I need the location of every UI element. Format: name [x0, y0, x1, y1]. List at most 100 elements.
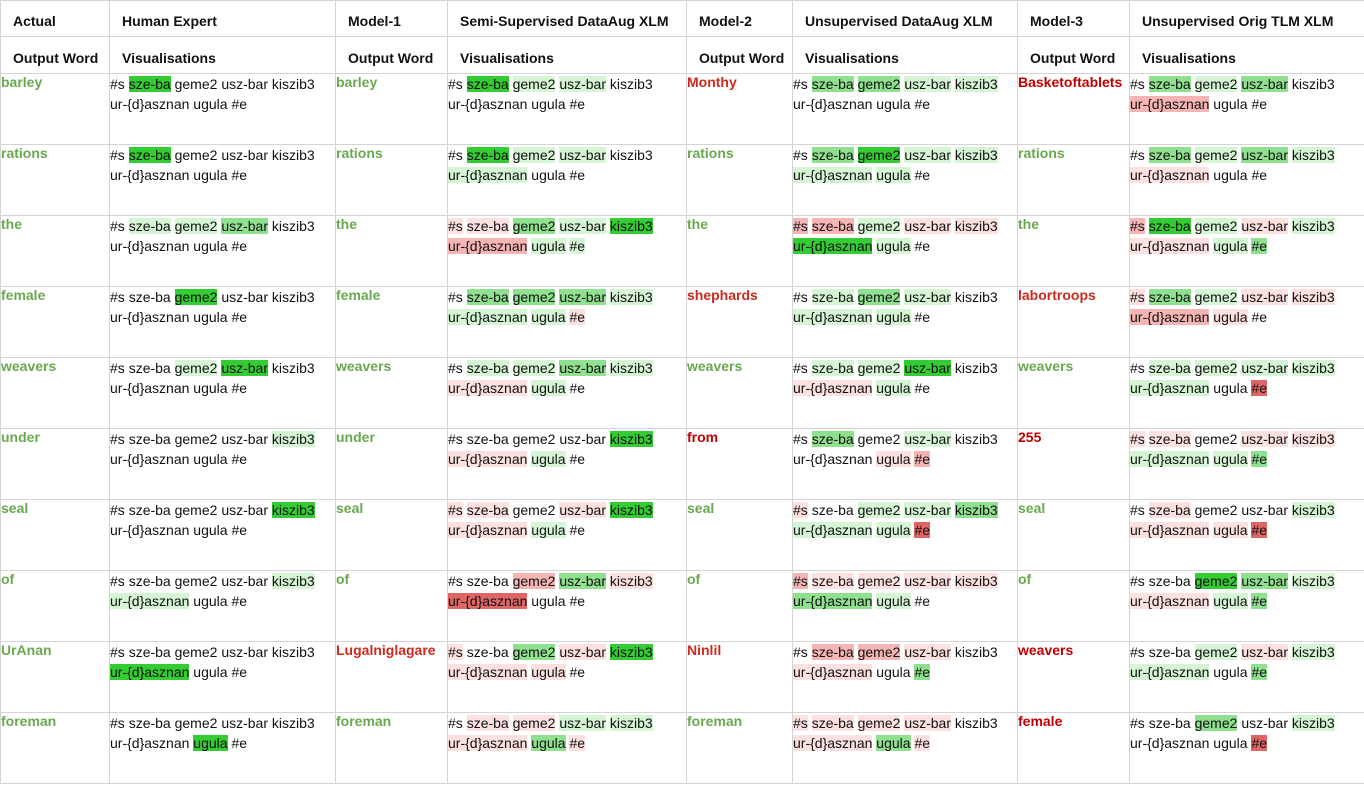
- token-sequence: #s sze-ba geme2 usz-bar kiszib3 ur-{d}asz…: [110, 216, 335, 256]
- token-4: usz-bar: [559, 147, 606, 163]
- token-1: #s: [448, 289, 463, 305]
- token-3: geme2: [174, 147, 218, 163]
- token-2: sze-ba: [811, 502, 854, 518]
- token-3: geme2: [857, 289, 901, 305]
- token-sequence: #s sze-ba geme2 usz-bar kiszib3 ur-{d}asz…: [110, 642, 335, 682]
- model-2-output-word: the: [686, 215, 793, 287]
- token-5: kiszib3: [1291, 218, 1335, 234]
- token-1: #s: [448, 360, 463, 376]
- token-6: ur-{d}asznan: [448, 380, 528, 396]
- token-7: ugula: [531, 167, 566, 183]
- token-3: geme2: [512, 573, 556, 589]
- table-row: weavers #s sze-ba geme2 usz-bar kiszib3 ur…: [0, 357, 1364, 429]
- token-6: ur-{d}asznan: [1130, 451, 1210, 467]
- token-3: geme2: [512, 218, 556, 234]
- token-2: sze-ba: [466, 502, 509, 518]
- token-6: ur-{d}asznan: [448, 593, 528, 609]
- token-7: ugula: [876, 380, 911, 396]
- token-2: sze-ba: [811, 218, 854, 234]
- token-sequence: #s sze-ba geme2 usz-bar kiszib3 ur-{d}asz…: [793, 500, 1017, 540]
- token-sequence: #s sze-ba geme2 usz-bar kiszib3 ur-{d}asz…: [1130, 216, 1364, 256]
- token-4: usz-bar: [904, 289, 951, 305]
- token-4: usz-bar: [1241, 644, 1288, 660]
- actual-word: barley: [0, 73, 110, 145]
- model-1-output-word: weavers: [335, 357, 448, 429]
- token-1: #s: [793, 289, 808, 305]
- token-sequence: #s sze-ba geme2 usz-bar kiszib3 ur-{d}asz…: [793, 74, 1017, 114]
- token-8: #e: [1251, 522, 1268, 538]
- token-sequence: #s sze-ba geme2 usz-bar kiszib3 ur-{d}asz…: [110, 74, 335, 114]
- model-1-visualisation: #s sze-ba geme2 usz-bar kiszib3 ur-{d}asz…: [447, 144, 687, 216]
- token-8: #e: [1251, 451, 1268, 467]
- token-1: #s: [448, 502, 463, 518]
- token-2: sze-ba: [811, 289, 854, 305]
- token-1: #s: [448, 76, 463, 92]
- model-3-output-word: female: [1017, 712, 1130, 784]
- model-1-output-word: seal: [335, 499, 448, 571]
- token-5: kiszib3: [954, 502, 998, 518]
- token-6: ur-{d}asznan: [110, 167, 190, 183]
- token-8: #e: [569, 167, 586, 183]
- token-7: ugula: [1213, 664, 1248, 680]
- token-7: ugula: [193, 735, 228, 751]
- token-7: ugula: [531, 96, 566, 112]
- human-expert-visualisation: #s sze-ba geme2 usz-bar kiszib3 ur-{d}asz…: [109, 73, 336, 145]
- token-6: ur-{d}asznan: [110, 593, 190, 609]
- token-sequence: #s sze-ba geme2 usz-bar kiszib3 ur-{d}asz…: [448, 642, 686, 682]
- token-5: kiszib3: [271, 715, 315, 731]
- token-3: geme2: [512, 289, 556, 305]
- token-1: #s: [1130, 644, 1145, 660]
- token-6: ur-{d}asznan: [1130, 96, 1210, 112]
- token-3: geme2: [512, 76, 556, 92]
- subheader-output-word: Output Word: [1017, 36, 1130, 74]
- token-8: #e: [914, 735, 931, 751]
- token-6: ur-{d}asznan: [793, 96, 873, 112]
- token-8: #e: [1251, 664, 1268, 680]
- col-header-unsupervised-orig-tlm-xlm: Unsupervised Orig TLM XLM: [1129, 0, 1364, 37]
- model-3-visualisation: #s sze-ba geme2 usz-bar kiszib3 ur-{d}asz…: [1129, 641, 1364, 713]
- model-3-visualisation: #s sze-ba geme2 usz-bar kiszib3 ur-{d}asz…: [1129, 286, 1364, 358]
- token-2: sze-ba: [1148, 289, 1191, 305]
- token-4: usz-bar: [221, 715, 268, 731]
- table-row: under #s sze-ba geme2 usz-bar kiszib3 ur-{…: [0, 428, 1364, 500]
- token-4: usz-bar: [1241, 573, 1288, 589]
- model-2-output-word: from: [686, 428, 793, 500]
- token-8: #e: [1251, 593, 1268, 609]
- token-4: usz-bar: [1241, 715, 1288, 731]
- token-1: #s: [793, 218, 808, 234]
- token-2: sze-ba: [128, 218, 171, 234]
- token-5: kiszib3: [609, 147, 653, 163]
- token-2: sze-ba: [1148, 431, 1191, 447]
- token-8: #e: [1251, 309, 1268, 325]
- token-sequence: #s sze-ba geme2 usz-bar kiszib3 ur-{d}asz…: [448, 145, 686, 185]
- token-6: ur-{d}asznan: [793, 735, 873, 751]
- token-7: ugula: [531, 451, 566, 467]
- token-7: ugula: [876, 593, 911, 609]
- token-3: geme2: [857, 502, 901, 518]
- model-1-output-word: Lugalniglagare: [335, 641, 448, 713]
- token-sequence: #s sze-ba geme2 usz-bar kiszib3 ur-{d}asz…: [793, 216, 1017, 256]
- token-8: #e: [231, 451, 248, 467]
- token-8: #e: [569, 451, 586, 467]
- token-5: kiszib3: [1291, 715, 1335, 731]
- token-8: #e: [914, 664, 931, 680]
- model-1-visualisation: #s sze-ba geme2 usz-bar kiszib3 ur-{d}asz…: [447, 641, 687, 713]
- token-2: sze-ba: [811, 147, 854, 163]
- token-sequence: #s sze-ba geme2 usz-bar kiszib3 ur-{d}asz…: [793, 713, 1017, 753]
- token-8: #e: [231, 167, 248, 183]
- token-5: kiszib3: [954, 147, 998, 163]
- token-sequence: #s sze-ba geme2 usz-bar kiszib3 ur-{d}asz…: [793, 642, 1017, 682]
- token-6: ur-{d}asznan: [793, 167, 873, 183]
- token-1: #s: [1130, 289, 1145, 305]
- token-2: sze-ba: [128, 76, 171, 92]
- token-sequence: #s sze-ba geme2 usz-bar kiszib3 ur-{d}asz…: [448, 287, 686, 327]
- subheader-visualisations: Visualisations: [109, 36, 336, 74]
- table-row: rations #s sze-ba geme2 usz-bar kiszib3 ur…: [0, 144, 1364, 216]
- token-5: kiszib3: [954, 76, 998, 92]
- token-1: #s: [448, 431, 463, 447]
- token-5: kiszib3: [954, 289, 998, 305]
- token-5: kiszib3: [609, 431, 653, 447]
- token-5: kiszib3: [954, 360, 998, 376]
- token-1: #s: [110, 502, 125, 518]
- token-8: #e: [1251, 238, 1268, 254]
